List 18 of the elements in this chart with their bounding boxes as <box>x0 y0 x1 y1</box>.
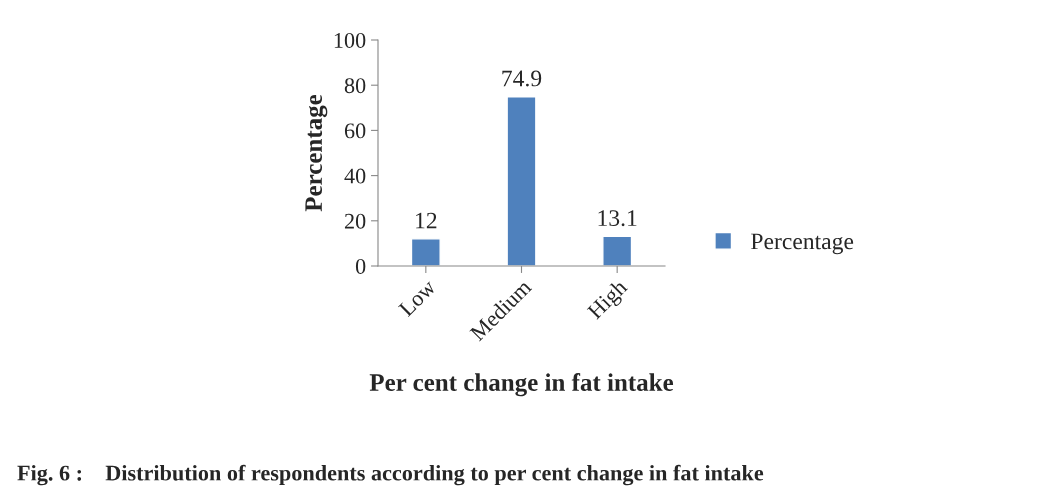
x-tick-label: High <box>586 278 632 324</box>
y-tick-label: 20 <box>344 213 366 229</box>
data-label: 13.1 <box>598 210 637 227</box>
caption: Fig. 6 : Distribution of respondents according to per cent change in fat intake <box>17 464 764 486</box>
y-tick-label: 100 <box>334 32 366 48</box>
bar <box>506 96 537 266</box>
y-tick-label: 60 <box>344 123 366 139</box>
y-tick-label: 0 <box>355 258 366 274</box>
legend-label: Percentage <box>751 233 854 255</box>
y-axis-title: Percentage <box>305 94 328 212</box>
y-tick-label: 40 <box>344 168 366 184</box>
x-axis-title: Per cent change in fat intake <box>369 373 674 397</box>
x-tick-label: Low <box>398 278 437 318</box>
data-label: 12 <box>416 212 437 229</box>
bar <box>602 235 633 266</box>
bar <box>410 238 441 266</box>
y-tick-label: 80 <box>344 78 366 94</box>
data-label: 74.9 <box>502 70 542 87</box>
